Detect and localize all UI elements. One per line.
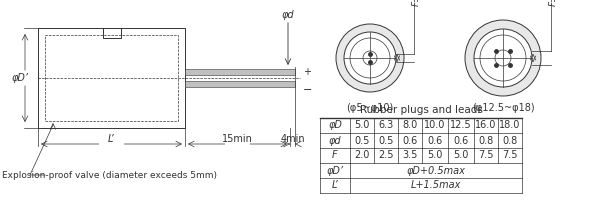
Circle shape xyxy=(336,24,404,92)
Text: 15min: 15min xyxy=(222,134,253,144)
Bar xyxy=(185,81,295,87)
Text: 5.0: 5.0 xyxy=(355,121,370,130)
Text: F: F xyxy=(332,151,338,160)
Text: 10.0: 10.0 xyxy=(424,121,446,130)
Text: L’: L’ xyxy=(332,181,338,191)
Text: F±0.5: F±0.5 xyxy=(412,0,421,6)
Text: 0.6: 0.6 xyxy=(403,135,418,146)
Text: F±0.5: F±0.5 xyxy=(548,0,557,6)
Circle shape xyxy=(465,20,541,96)
Text: φD+0.5max: φD+0.5max xyxy=(407,165,466,175)
Circle shape xyxy=(350,38,390,78)
Text: 0.8: 0.8 xyxy=(478,135,494,146)
Text: 0.8: 0.8 xyxy=(502,135,518,146)
Text: L+1.5max: L+1.5max xyxy=(411,181,461,191)
Text: L’: L’ xyxy=(108,134,115,144)
Text: φD’: φD’ xyxy=(11,73,29,83)
Text: 7.5: 7.5 xyxy=(502,151,518,160)
Text: 7.5: 7.5 xyxy=(478,151,494,160)
Text: −: − xyxy=(303,85,313,95)
Circle shape xyxy=(495,50,511,66)
Text: 18.0: 18.0 xyxy=(499,121,521,130)
Text: (φ12.5~φ18): (φ12.5~φ18) xyxy=(472,103,535,113)
Circle shape xyxy=(474,29,532,87)
Text: φD’: φD’ xyxy=(326,165,343,175)
Circle shape xyxy=(363,51,377,65)
Bar xyxy=(38,28,185,128)
Text: (φ5~φ10): (φ5~φ10) xyxy=(346,103,394,113)
Text: 0.6: 0.6 xyxy=(454,135,469,146)
Text: 8.0: 8.0 xyxy=(403,121,418,130)
Text: 2.5: 2.5 xyxy=(378,151,394,160)
Text: Rubber plugs and leads: Rubber plugs and leads xyxy=(359,105,482,115)
Text: +: + xyxy=(303,67,311,77)
Text: 5.0: 5.0 xyxy=(427,151,443,160)
Text: 6.3: 6.3 xyxy=(379,121,394,130)
Text: 0.5: 0.5 xyxy=(379,135,394,146)
Text: φd: φd xyxy=(281,10,295,20)
Text: φd: φd xyxy=(329,135,341,146)
Text: 0.6: 0.6 xyxy=(427,135,443,146)
Bar xyxy=(185,69,295,75)
Circle shape xyxy=(480,35,526,81)
Circle shape xyxy=(344,32,396,84)
Text: 2.0: 2.0 xyxy=(355,151,370,160)
Bar xyxy=(45,35,178,121)
Text: 12.5: 12.5 xyxy=(450,121,472,130)
Text: 4min: 4min xyxy=(280,134,305,144)
Text: 5.0: 5.0 xyxy=(454,151,469,160)
Text: φD: φD xyxy=(328,121,342,130)
Text: 0.5: 0.5 xyxy=(355,135,370,146)
Text: 16.0: 16.0 xyxy=(475,121,497,130)
Text: Explosion-proof valve (diameter exceeds 5mm): Explosion-proof valve (diameter exceeds … xyxy=(2,170,217,179)
Text: 3.5: 3.5 xyxy=(403,151,418,160)
